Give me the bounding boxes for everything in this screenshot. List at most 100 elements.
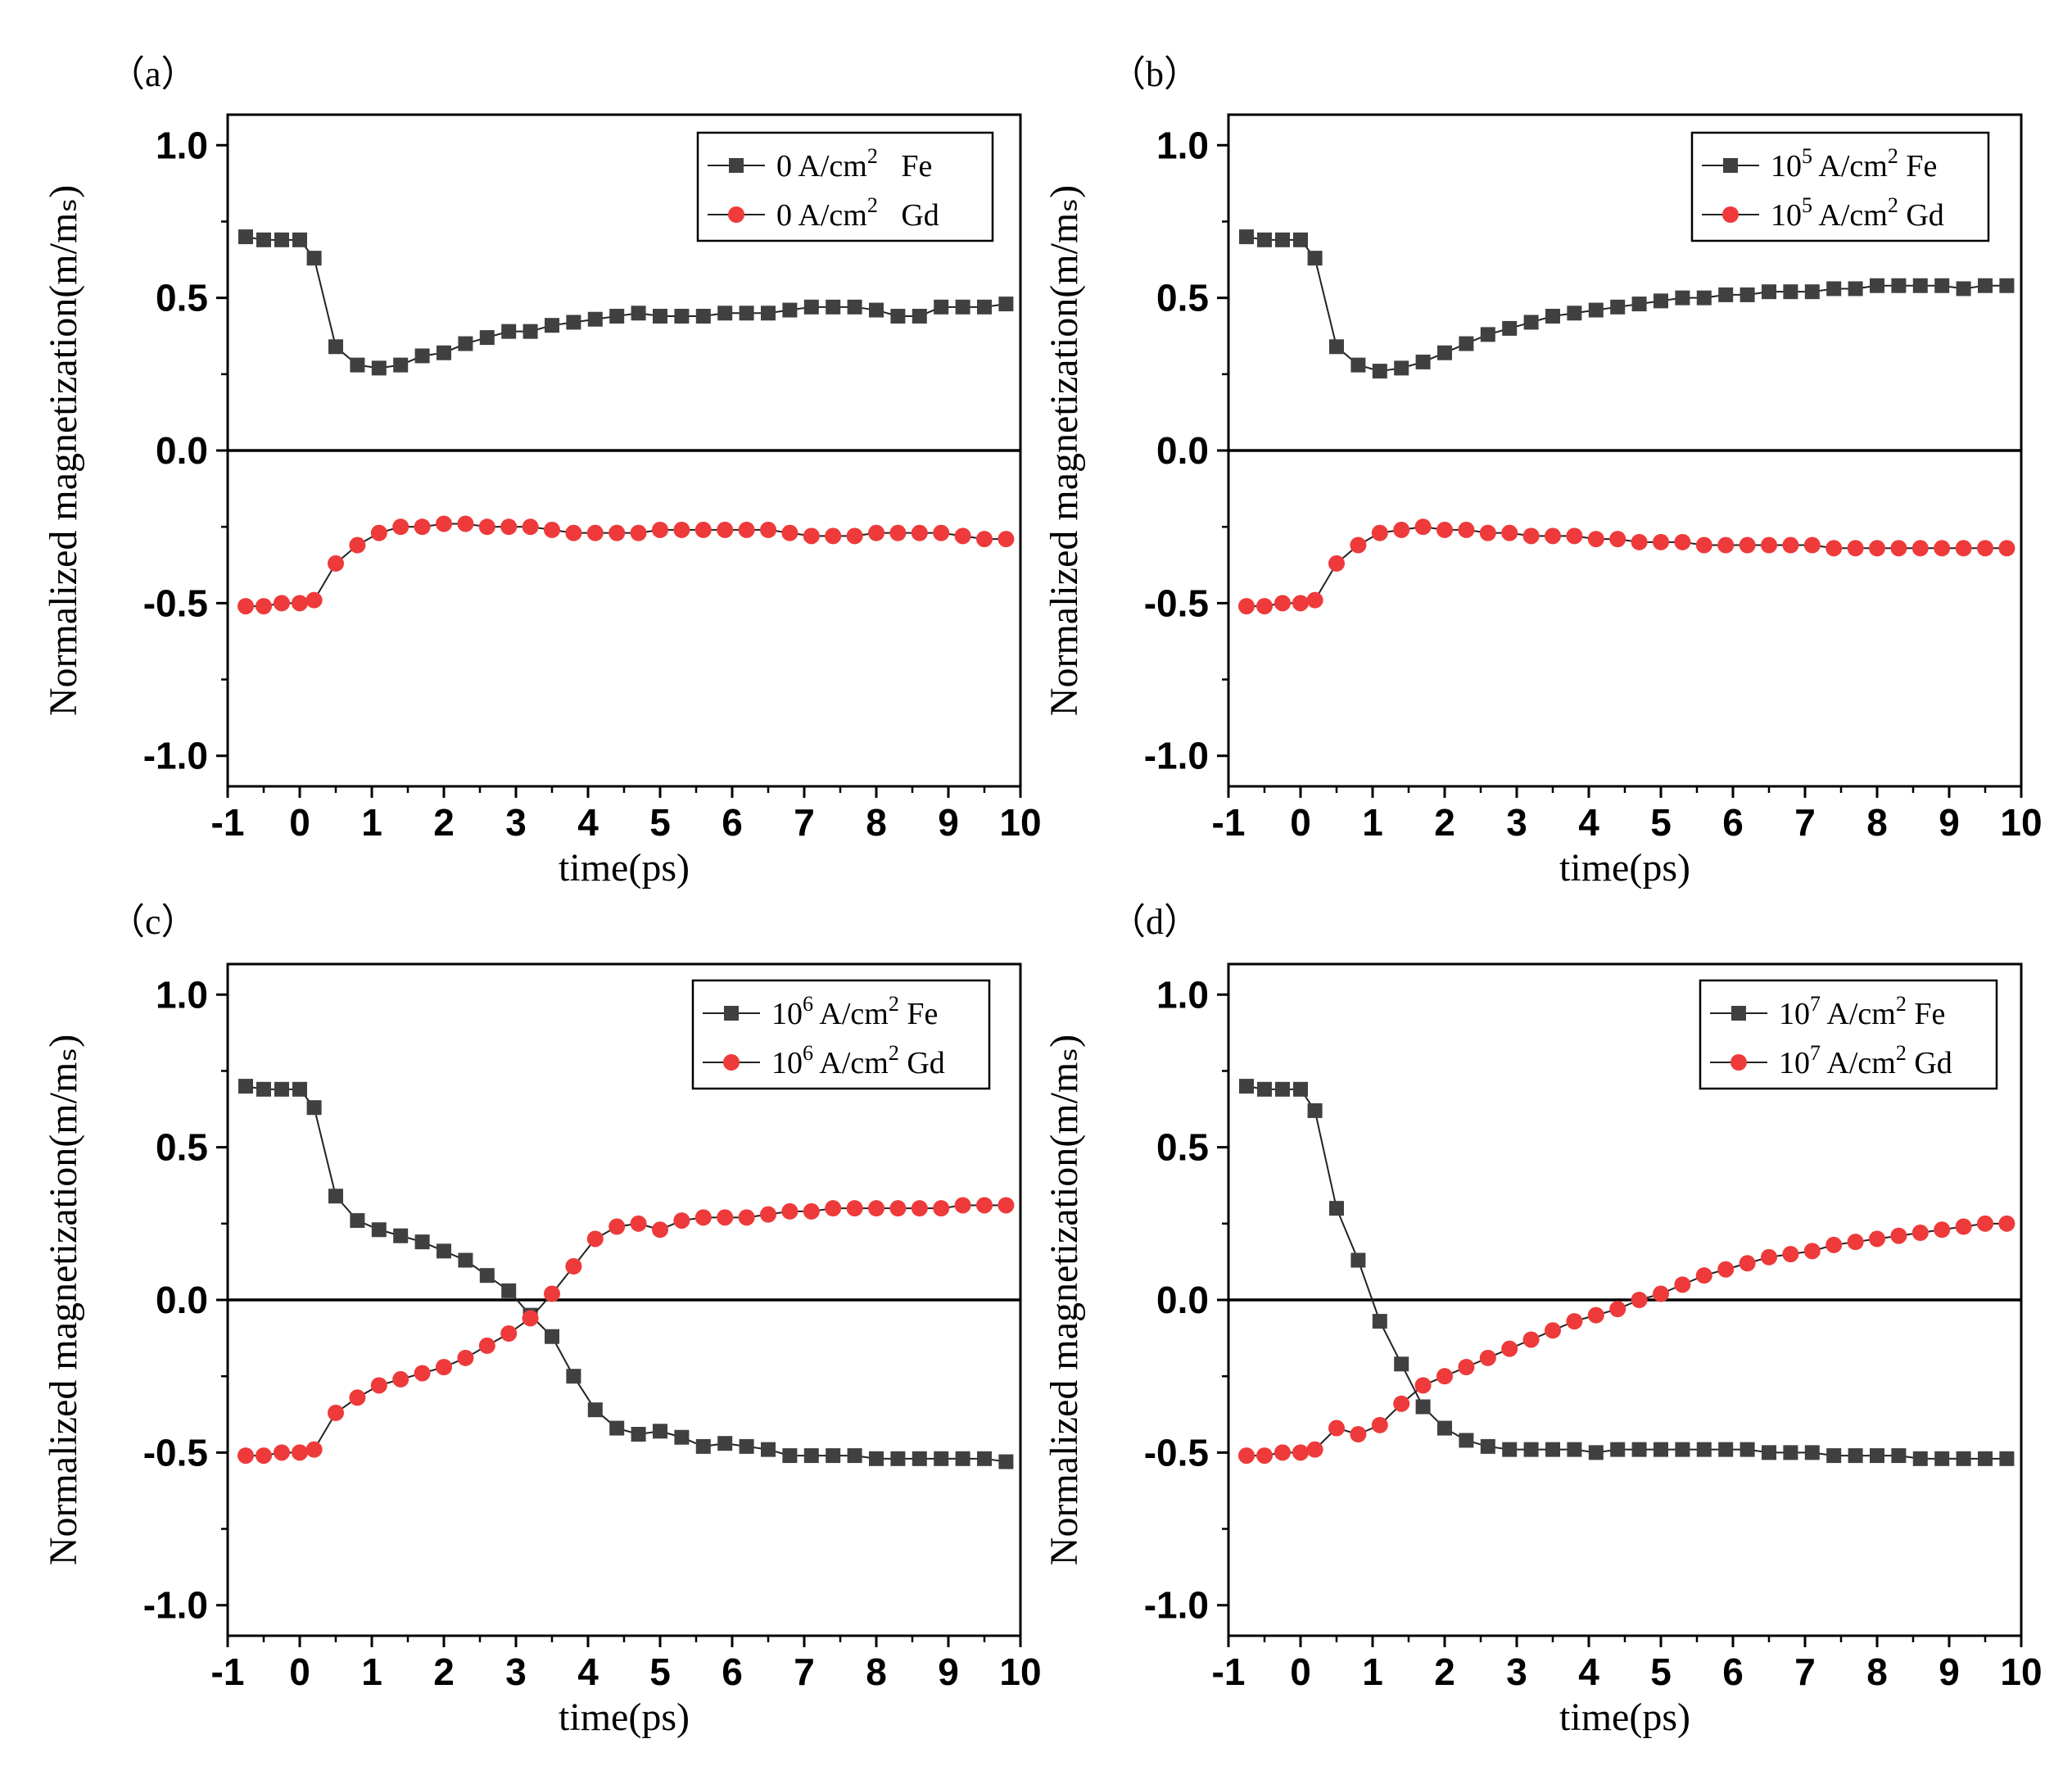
data-point [350,357,365,373]
data-point [1238,598,1255,615]
data-point [1956,1451,1971,1466]
legend-species: Gd [1907,1046,1952,1080]
x-tick-label: 7 [1794,1650,1816,1693]
data-point [869,302,884,318]
x-tick-label: 3 [505,1650,527,1693]
data-point [976,1197,993,1214]
data-point [1479,1349,1496,1366]
data-point [674,309,690,324]
data-point [890,309,906,324]
x-tick-label: 5 [1650,801,1672,844]
data-point [1934,1451,1950,1466]
data-point [274,232,289,247]
data-point [760,521,776,538]
data-point [1890,1227,1907,1244]
data-point [717,521,734,538]
data-point [1350,1426,1367,1442]
data-point [803,1448,819,1464]
data-point [1955,1218,1972,1235]
data-point [846,1200,863,1217]
data-point [1393,1395,1410,1412]
x-tick-label: 6 [722,801,743,844]
x-tick-label: 4 [577,801,599,844]
data-point [371,360,387,376]
y-tick-label: -0.5 [143,1431,208,1474]
data-point [1458,521,1475,538]
x-tick-label: 2 [433,1650,455,1693]
data-point [1501,524,1518,541]
data-point [565,524,582,541]
data-point [328,555,344,572]
legend-marker [1723,158,1738,173]
data-point [846,528,863,545]
x-tick-label: 7 [794,801,815,844]
data-point [674,1429,690,1445]
legend: 106 A/cm2 Fe 106 A/cm2 Gd [691,979,991,1090]
data-point [437,1243,451,1259]
data-point [1717,537,1735,554]
x-tick-label: 8 [1866,1650,1888,1693]
legend-label: 106 A/cm2 Gd [771,1041,945,1080]
data-point [998,531,1015,548]
data-point [500,518,518,536]
data-point [587,1402,603,1418]
x-tick-label: 1 [1362,801,1383,844]
data-point [256,232,271,247]
x-tick-label: 9 [938,801,959,844]
series-fe [238,229,1014,376]
legend-prefix: 10 [771,1046,803,1080]
data-point [1393,521,1410,538]
legend-prefix: 10 [1771,149,1802,183]
data-point [1870,278,1884,293]
x-tick-label: 5 [649,1650,671,1693]
data-point [238,1079,253,1094]
legend-exponent: 2 [889,1041,899,1065]
data-point [523,324,538,339]
y-tick-label: -1.0 [143,735,208,777]
data-point [608,524,626,541]
y-tick-label: 0.5 [156,277,208,319]
data-point [1739,287,1755,302]
data-point [1955,540,1972,557]
legend-marker [728,206,744,223]
legend-label: 0 A/cm2 Gd [776,193,939,233]
series-gd [1238,518,2015,615]
data-point [544,521,560,538]
data-point [739,306,754,321]
data-point [1566,1313,1583,1330]
data-point [392,1370,409,1388]
data-point [1545,528,1561,545]
data-point [782,302,798,318]
data-point [1998,1215,2015,1232]
data-point [1675,290,1690,306]
x-tick-label: 8 [1866,801,1888,844]
data-point [1674,1276,1691,1293]
legend-box [696,131,994,242]
legend-prefix: 10 [771,997,803,1031]
data-point [1696,290,1712,306]
x-tick-label: 0 [289,801,310,844]
data-point [1869,1230,1885,1247]
data-point [1567,1442,1582,1457]
x-tick-label: 1 [1362,1650,1383,1693]
data-point [825,528,842,545]
legend-prefix: 10 [1779,997,1810,1031]
data-point [1329,1201,1344,1216]
legend-species: Gd [878,198,939,233]
legend-box [1690,131,1990,242]
data-point [328,1189,343,1204]
data-point [1306,1441,1323,1458]
legend-unit: A/cm [1821,1046,1896,1080]
data-point [653,1424,667,1439]
data-point [1306,591,1323,609]
x-tick-label: 2 [433,801,455,844]
data-point [1631,297,1647,312]
y-tick-label: -0.5 [1144,582,1209,624]
data-point [501,324,517,339]
legend-item-fe: 107 A/cm2 Fe [1710,992,1945,1031]
series-fe [1239,229,2015,379]
x-tick-label: 2 [1434,801,1455,844]
data-point [1394,1356,1409,1372]
legend-label: 106 A/cm2 Fe [771,992,938,1031]
x-tick-label: 1 [361,1650,382,1693]
